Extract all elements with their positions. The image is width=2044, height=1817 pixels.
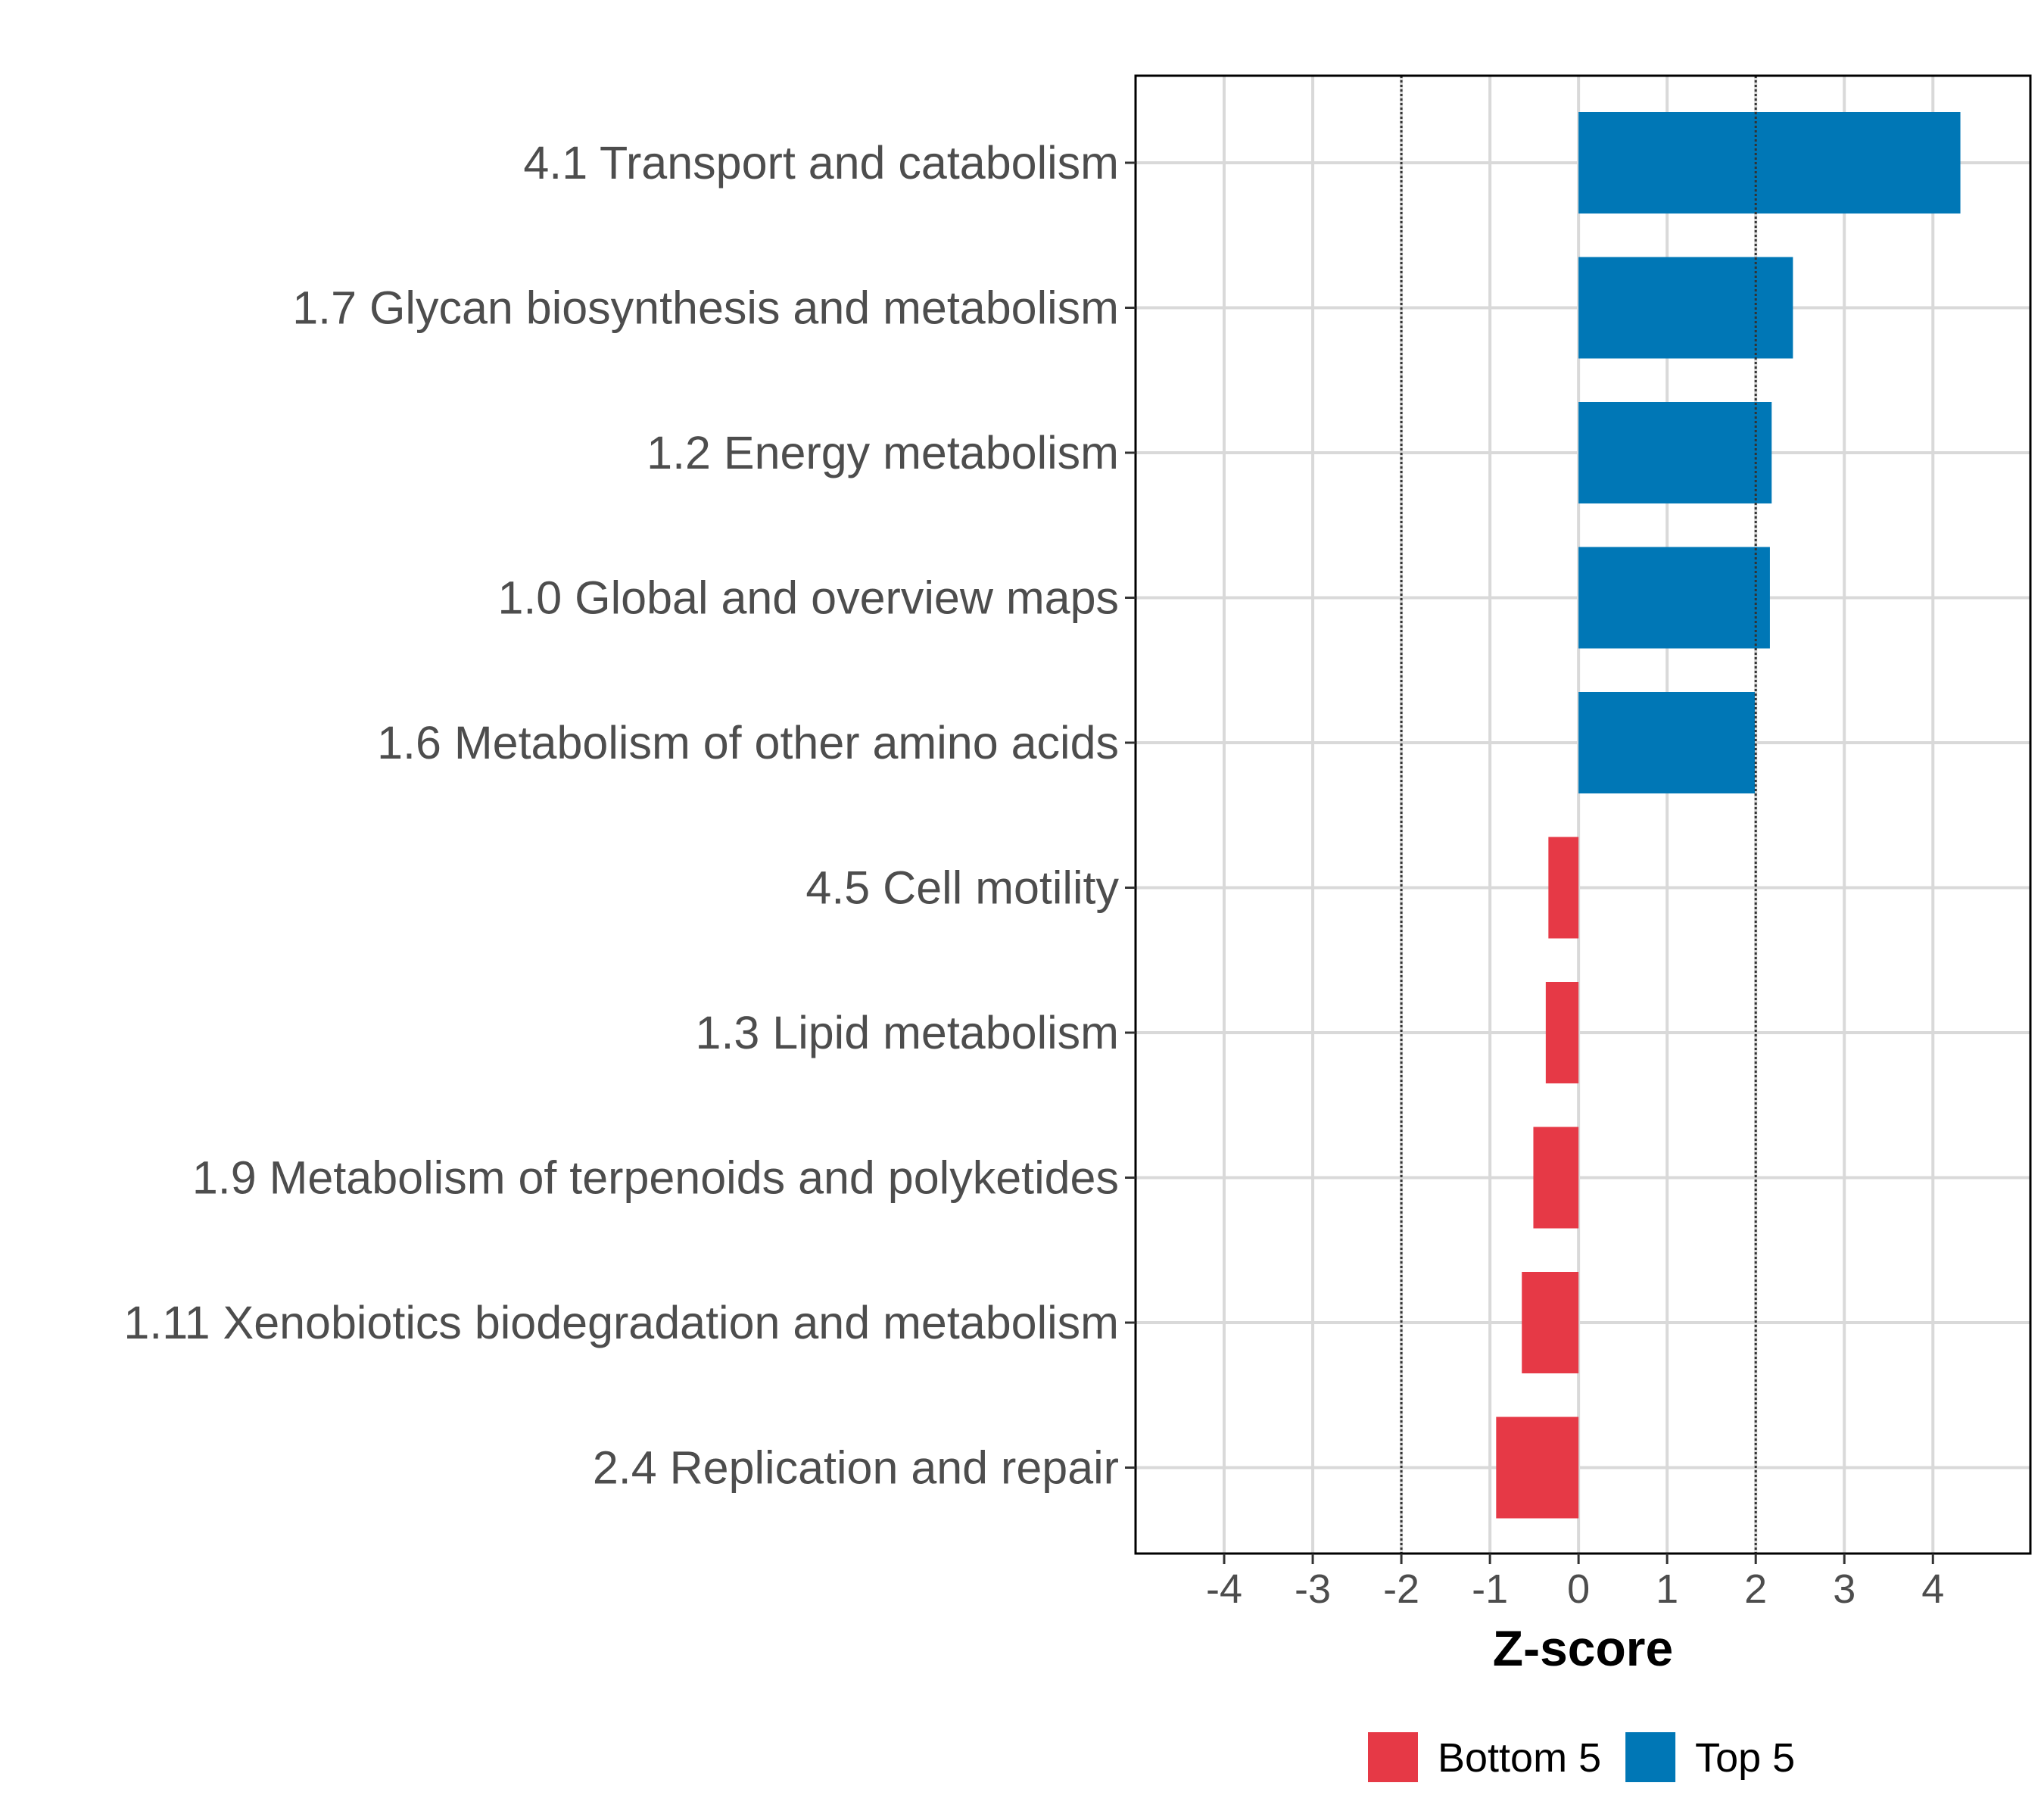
x-tick-label: -4	[1206, 1566, 1242, 1612]
x-tick-label: 4	[1921, 1566, 1944, 1612]
category-label: 1.7 Glycan biosynthesis and metabolism	[292, 282, 1119, 334]
category-label: 1.11 Xenobiotics biodegradation and meta…	[123, 1297, 1119, 1348]
bar	[1578, 257, 1793, 359]
legend-label: Bottom 5	[1438, 1735, 1601, 1781]
bar	[1545, 982, 1579, 1083]
bar	[1522, 1272, 1579, 1373]
x-tick-label: -1	[1472, 1566, 1508, 1612]
category-label: 1.2 Energy metabolism	[647, 427, 1119, 478]
bar	[1496, 1417, 1579, 1519]
bar	[1578, 402, 1772, 503]
x-tick-label: 3	[1833, 1566, 1855, 1612]
x-tick-label: -2	[1383, 1566, 1419, 1612]
legend-key	[1368, 1732, 1418, 1782]
category-label: 2.4 Replication and repair	[593, 1442, 1119, 1494]
category-label: 1.3 Lipid metabolism	[696, 1007, 1119, 1058]
category-label: 1.0 Global and overview maps	[497, 572, 1119, 624]
category-label: 4.1 Transport and catabolism	[523, 137, 1119, 189]
bars	[1496, 112, 1961, 1519]
x-tick-label: -3	[1295, 1566, 1331, 1612]
legend: Bottom 5 Top 5	[1368, 1732, 1795, 1782]
x-tick-label: 1	[1656, 1566, 1678, 1612]
category-label: 1.6 Metabolism of other amino acids	[377, 717, 1119, 768]
bar	[1578, 547, 1770, 649]
x-axis: -4 -3 -2 -1 0 1 2 3 4	[1206, 1554, 1944, 1612]
panel-border	[1134, 74, 2032, 1555]
x-tick-label: 2	[1744, 1566, 1767, 1612]
legend-key	[1625, 1732, 1676, 1782]
x-tick-label: 0	[1567, 1566, 1590, 1612]
legend-label: Top 5	[1695, 1735, 1795, 1781]
bar	[1533, 1127, 1579, 1229]
category-label: 4.5 Cell motility	[805, 862, 1119, 914]
bar	[1578, 112, 1961, 213]
category-label: 1.9 Metabolism of terpenoids and polyket…	[192, 1152, 1119, 1204]
bar	[1548, 837, 1579, 939]
y-axis: 4.1 Transport and catabolism 1.7 Glycan b…	[123, 137, 1136, 1494]
reference-lines	[1400, 76, 1757, 1554]
bar	[1578, 692, 1756, 793]
x-axis-title: Z-score	[1493, 1620, 1673, 1676]
